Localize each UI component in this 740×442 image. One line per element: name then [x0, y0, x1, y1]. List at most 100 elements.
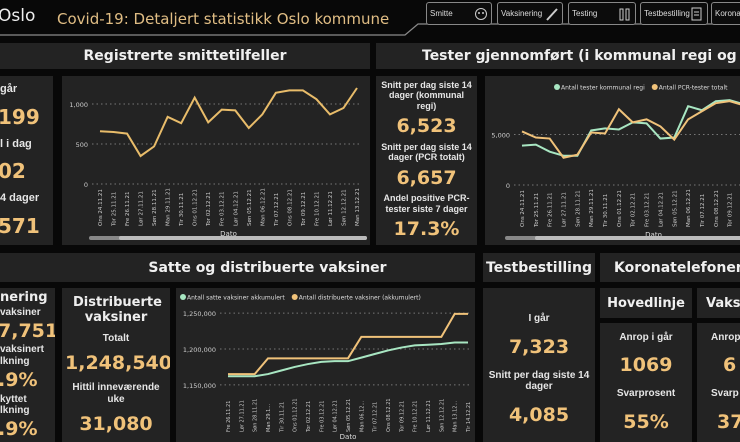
legend-label: Antall tester kommunal regi	[561, 85, 645, 92]
x-axis-label: Dato	[220, 230, 237, 238]
kpi-value: 199	[0, 104, 40, 129]
x-tick-label: Lør 04.12.21	[233, 191, 239, 226]
legend-marker	[554, 84, 560, 90]
nav-tab-testbestilling[interactable]: Testbestilling	[640, 2, 708, 25]
kpi-value: .9%	[0, 369, 38, 392]
x-axis-label: Dato	[645, 231, 662, 239]
nav-tab-vaksinering[interactable]: Vaksinering	[497, 2, 563, 25]
x-tick-label: Tir 30.11.21	[603, 194, 609, 228]
x-tick-label: Fre 03.12.21	[220, 191, 226, 226]
x-tick-label: Ons 01.12.21	[193, 189, 199, 226]
series-line	[99, 87, 358, 158]
y-tick-label: 1,250,000	[183, 310, 216, 318]
kpi-value: 1069	[619, 354, 673, 377]
kpi-label: går	[0, 83, 18, 96]
cases-line-chart: 0 500 1,000 Ons 24.11.21 Tor 25.11.21 Fre 26.…	[69, 87, 367, 240]
x-tick-label: Lør 11.12.21	[426, 400, 432, 432]
x-tick-label: Fre 26.11.21	[548, 192, 554, 227]
nav-tab-smitte[interactable]: Smitte	[426, 2, 492, 25]
kpi-label: Snitt per dag siste 14 dager	[488, 369, 590, 393]
series-line	[521, 99, 740, 157]
nav-tab-koronat[interactable]: Koronat	[711, 2, 740, 25]
main-line-title: Hovedlinje	[600, 288, 692, 318]
kpi-value: 37	[717, 410, 740, 433]
x-tick-label: Tor 09.12.21	[301, 192, 307, 227]
kpi-value: 6,523	[396, 115, 457, 138]
x-tick-label: Tir 07.12.21	[274, 193, 280, 227]
x-tick-label: Man 06.12...	[359, 400, 365, 432]
x-tick-label: Lør 27.11.21	[239, 400, 245, 432]
scrollbar-thumb[interactable]	[535, 236, 740, 240]
kpi-value: 02	[0, 159, 26, 184]
x-tick-label: Tor 02.12.21	[306, 401, 312, 433]
x-tick-label: Tir 30.11.21	[279, 402, 285, 433]
form-click-icon	[691, 7, 702, 21]
phone-section-title: Koronatelefonen	[600, 253, 740, 282]
legend-marker	[651, 84, 658, 90]
nav-tab-testing[interactable]: Testing	[568, 2, 636, 25]
x-tick-label: Man 29.1...	[266, 404, 272, 432]
x-tick-label: Tir 07.12.21	[700, 194, 706, 228]
x-tick-label: Søn 12.12.21	[341, 189, 347, 226]
y-tick-label: 5,000	[491, 132, 510, 140]
x-tick-label: Tir 14.12.21	[466, 402, 472, 433]
nav-tab-label: Testbestilling	[644, 9, 690, 18]
kpi-value: 4,085	[508, 403, 570, 426]
legend-label: Antall distribuerte vaksiner (akkumulert…	[299, 295, 421, 302]
series-line	[521, 100, 740, 159]
panel-title: Distribuerte vaksiner	[73, 294, 162, 326]
cases-chart-panel: 0 500 1,000 Ons 24.11.21 Tor 25.11.21 Fre 26.…	[62, 76, 370, 245]
vaccine-chart-panel: 1,150,000 1,200,000 1,250,000 Fre 26.11.21 L…	[176, 288, 475, 442]
x-tick-label: Søn 12.12.21	[439, 399, 445, 432]
x-tick-label: Fre 10.12.21	[413, 401, 419, 432]
nav-tab-label: Smitte	[430, 9, 453, 18]
tests-section-title: Tester gjennomført (i kommunal regi og P…	[376, 43, 740, 69]
kpi-value: 55%	[623, 410, 669, 433]
kpi-label: Andel positive PCR-tester siste 7 dager	[383, 193, 470, 214]
x-tick-label: Fre 10.12.21	[314, 191, 320, 226]
legend-label: Antall PCR-tester totalt	[659, 85, 728, 92]
testbestilling-panel: I går 7,323 Snitt per dag siste 14 dager…	[483, 288, 595, 442]
x-tick-label: Man 29.11.21	[589, 189, 595, 227]
vaccine-section-title: Satte og distribuerte vaksiner	[0, 253, 475, 282]
vaccine-line-panel: Anrop 6 Svarp 37	[697, 323, 740, 442]
kpi-label: Snitt per dag siste 14 dager (PCR totalt…	[381, 141, 472, 163]
nav-tab-label: Testing	[572, 9, 598, 18]
x-tick-label: Ons 01.12.21	[617, 190, 623, 227]
tests-kpi-panel: Snitt per dag siste 14 dager (kommunal r…	[376, 76, 477, 245]
x-tick-label: Fre 26.11.21	[125, 191, 131, 226]
x-tick-label: Søn 05.12.21	[672, 190, 678, 227]
kpi-label: Hittil inneværende uke	[72, 382, 160, 405]
x-tick-label: Fre 03.12.21	[319, 401, 325, 432]
x-tick-label: Søn 28.11.21	[575, 190, 581, 227]
distributed-vaccines-panel: Distribuerte vaksiner Totalt 1,248,540 H…	[62, 288, 170, 442]
nav-tab-label: Vaksinering	[501, 9, 543, 18]
kpi-value: 1,248,540	[65, 352, 170, 375]
page-title: Covid-19: Detaljert statistikk Oslo komm…	[57, 10, 390, 28]
x-tick-label: Søn 05.12.21	[247, 189, 253, 226]
x-tick-label: Fre 26.11.21	[226, 401, 232, 432]
x-tick-label: Ons 08.12.21	[714, 190, 720, 227]
x-tick-label: Søn 28.11.21	[253, 399, 259, 432]
kpi-label: Svarprosent	[616, 388, 676, 400]
syringe-icon	[546, 8, 558, 21]
x-tick-label: Tor 25.11.21	[534, 193, 540, 228]
x-tick-label: Man 06.12.21	[260, 188, 266, 226]
x-tick-label: Tor 02.12.21	[206, 192, 212, 227]
scrollbar-thumb[interactable]	[119, 236, 367, 240]
x-tick-label: Lør 27.11.21	[562, 192, 568, 227]
kpi-value: 17.3%	[393, 218, 460, 241]
x-tick-label: Tor 09.12.21	[399, 401, 405, 433]
y-tick-label: 0	[84, 181, 88, 189]
legend-marker	[180, 294, 186, 300]
kpi-label: Anrop	[711, 331, 740, 343]
legend-marker	[291, 294, 298, 300]
x-tick-label: Man 06.12.21	[686, 189, 692, 227]
x-tick-label: Man 29.11.21	[166, 188, 172, 226]
kpi-label: l i dag	[0, 137, 32, 150]
panel-title: nering	[0, 289, 48, 305]
x-tick-label: Tor 09.12.21	[728, 193, 734, 228]
kpi-label: vaksiner	[0, 306, 41, 318]
x-tick-label: Ons 01.12.21	[293, 398, 299, 432]
x-tick-label: Ons 24.11.21	[520, 190, 526, 227]
